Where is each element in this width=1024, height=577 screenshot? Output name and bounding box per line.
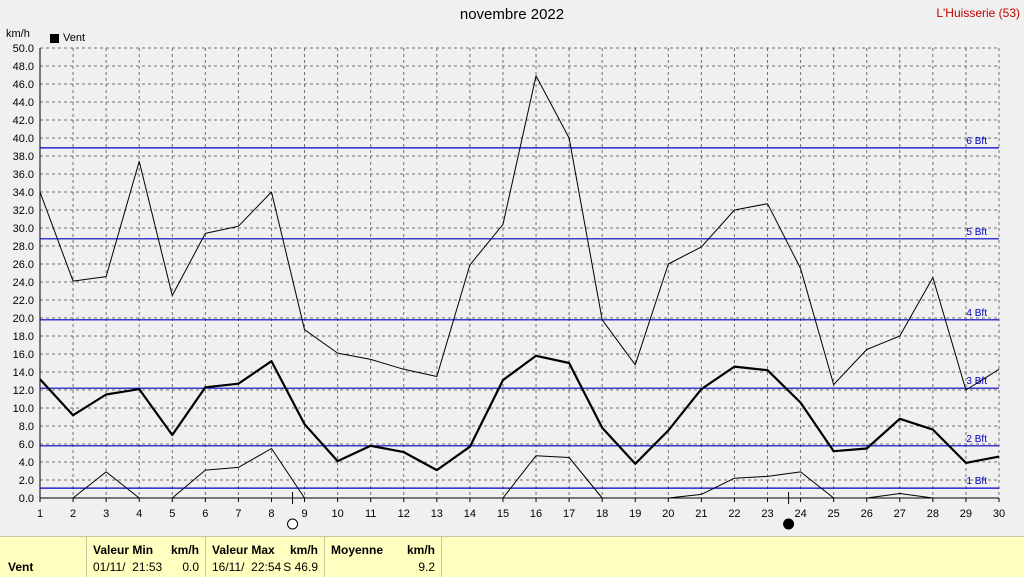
y-tick-label: 38.0 [13,151,34,163]
avg-header: Moyenne [331,543,384,557]
footer-row-label: Vent [8,560,34,574]
y-tick-label: 2.0 [19,475,34,487]
y-tick-label: 6.0 [19,439,34,451]
x-tick-label: 29 [960,508,972,520]
footer-avg-cell: Moyenne km/h 9.2 [325,537,442,577]
min-date: 01/11/ 21:53 [93,560,163,574]
x-tick-label: 8 [268,508,274,520]
y-tick-label: 36.0 [13,169,34,181]
y-tick-label: 44.0 [13,97,34,109]
x-tick-label: 26 [861,508,873,520]
min-header: Valeur Min [93,543,154,557]
min-wind-line [668,471,933,499]
y-tick-label: 46.0 [13,79,34,91]
beaufort-label: 6 Bft [966,136,987,147]
x-tick-label: 25 [828,508,840,520]
y-tick-label: 34.0 [13,187,34,199]
station-name: L'Huisserie (53) [936,6,1020,20]
x-tick-label: 5 [169,508,175,520]
min-wind-line [502,455,603,499]
min-unit: km/h [170,543,199,557]
y-tick-label: 22.0 [13,295,34,307]
x-tick-label: 13 [431,508,443,520]
chart-title: novembre 2022 [459,6,565,23]
x-tick-label: 20 [662,508,674,520]
x-tick-label: 1 [37,508,43,520]
beaufort-label: 3 Bft [966,376,987,387]
x-tick-label: 2 [70,508,76,520]
y-tick-label: 28.0 [13,241,34,253]
beaufort-label: 5 Bft [966,227,987,238]
wind-chart: 0.0 2.0 4.0 6.0 8.0 10.0 12.0 14.0 16.0 18.0 20.0 2… [13,43,1005,530]
x-tick-label: 10 [331,508,343,520]
x-tick-label: 7 [235,508,241,520]
x-tick-label: 21 [695,508,707,520]
min-wind-line [72,448,305,499]
x-tick-label: 6 [202,508,208,520]
y-tick-label: 24.0 [13,277,34,289]
x-tick-label: 15 [497,508,509,520]
x-tick-label: 22 [728,508,740,520]
x-tick-label: 28 [927,508,939,520]
y-tick-label: 18.0 [13,331,34,343]
beaufort-label: 1 Bft [966,476,987,487]
y-tick-label: 40.0 [13,133,34,145]
x-tick-label: 11 [365,508,376,520]
y-tick-label: 32.0 [13,205,34,217]
x-tick-label: 27 [894,508,906,520]
x-tick-label: 9 [301,508,307,520]
footer-min-cell: Valeur Min km/h 01/11/ 21:53 0.0 [87,537,206,577]
y-tick-label: 16.0 [13,349,34,361]
max-wind-line [39,75,1000,391]
y-tick-label: 8.0 [19,421,34,433]
y-tick-label: 48.0 [13,61,34,73]
max-unit: km/h [289,543,318,557]
y-tick-label: 10.0 [13,403,34,415]
y-axis-unit: km/h [6,28,30,40]
x-tick-label: 24 [794,508,806,520]
y-tick-label: 42.0 [13,115,34,127]
stats-footer: Vent Valeur Min km/h 01/11/ 21:53 0.0 Va… [0,536,1024,577]
y-tick-label: 50.0 [13,43,34,55]
min-value: 0.0 [182,560,199,574]
x-tick-label: 4 [136,508,142,520]
max-date: 16/11/ 22:54 [212,560,282,574]
y-tick-label: 12.0 [13,385,34,397]
y-tick-label: 30.0 [13,223,34,235]
x-tick-label: 14 [464,508,476,520]
y-tick-label: 14.0 [13,367,34,379]
avg-value: 9.2 [418,560,435,574]
max-value: S 46.9 [283,560,318,574]
avg-unit: km/h [406,543,435,557]
y-tick-label: 20.0 [13,313,34,325]
x-tick-label: 30 [993,508,1005,520]
x-tick-label: 23 [761,508,773,520]
footer-label-cell: Vent [0,537,87,577]
y-tick-label: 0.0 [19,493,34,505]
y-tick-label: 26.0 [13,259,34,271]
x-tick-label: 18 [596,508,608,520]
footer-max-cell: Valeur Max km/h 16/11/ 22:54 S 46.9 [206,537,325,577]
legend-swatch [50,33,59,43]
y-tick-label: 4.0 [19,457,34,469]
max-header: Valeur Max [212,543,275,557]
beaufort-label: 2 Bft [966,434,987,445]
legend-label: Vent [63,32,86,44]
new-moon-icon [783,518,795,530]
x-tick-label: 19 [629,508,641,520]
x-tick-label: 12 [398,508,410,520]
full-moon-icon [287,518,299,530]
beaufort-label: 4 Bft [966,308,987,319]
x-tick-label: 17 [563,508,575,520]
legend: Vent [50,32,85,44]
x-tick-label: 3 [103,508,109,520]
x-tick-label: 16 [530,508,542,520]
mean-wind-line [39,354,1000,472]
